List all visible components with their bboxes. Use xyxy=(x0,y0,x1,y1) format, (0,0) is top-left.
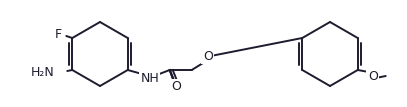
Text: H₂N: H₂N xyxy=(31,65,54,79)
Text: O: O xyxy=(203,50,212,62)
Text: O: O xyxy=(368,70,378,82)
Text: NH: NH xyxy=(140,71,159,85)
Text: F: F xyxy=(55,27,62,41)
Text: O: O xyxy=(171,80,181,94)
